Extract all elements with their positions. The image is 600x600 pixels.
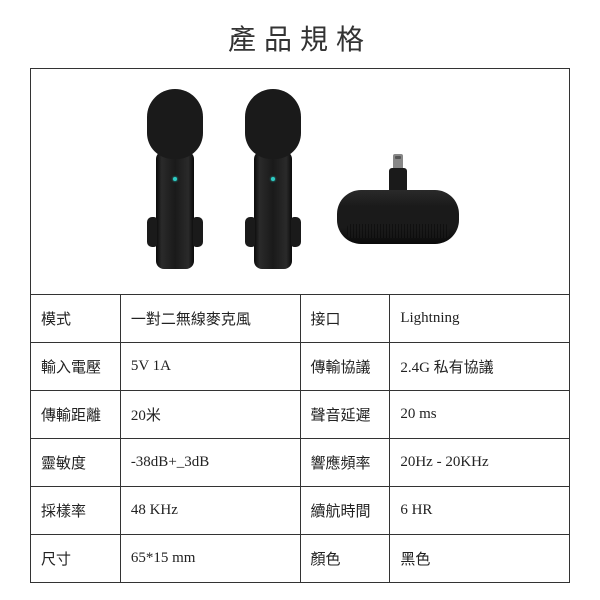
spec-label: 模式 <box>31 295 121 343</box>
spec-value: 65*15 mm <box>120 535 300 583</box>
spec-value: 5V 1A <box>120 343 300 391</box>
spec-label: 靈敏度 <box>31 439 121 487</box>
spec-label: 尺寸 <box>31 535 121 583</box>
spec-value: 20米 <box>120 391 300 439</box>
microphone-icon <box>141 89 209 274</box>
spec-value: 黑色 <box>390 535 570 583</box>
spec-label: 採樣率 <box>31 487 121 535</box>
products-container <box>41 79 559 284</box>
spec-label: 傳輸協議 <box>300 343 390 391</box>
table-row: 靈敏度 -38dB+_3dB 響應頻率 20Hz - 20KHz <box>31 439 570 487</box>
spec-label: 續航時間 <box>300 487 390 535</box>
spec-value: 20 ms <box>390 391 570 439</box>
spec-value: 一對二無線麥克風 <box>120 295 300 343</box>
microphone-icon <box>239 89 307 274</box>
product-image-row <box>31 69 570 295</box>
spec-table: 模式 一對二無線麥克風 接口 Lightning 輸入電壓 5V 1A 傳輸協議… <box>30 68 570 583</box>
spec-value: 2.4G 私有協議 <box>390 343 570 391</box>
table-row: 採樣率 48 KHz 續航時間 6 HR <box>31 487 570 535</box>
receiver-icon <box>337 154 459 244</box>
spec-label: 聲音延遲 <box>300 391 390 439</box>
spec-label: 傳輸距離 <box>31 391 121 439</box>
table-row: 模式 一對二無線麥克風 接口 Lightning <box>31 295 570 343</box>
spec-label: 響應頻率 <box>300 439 390 487</box>
spec-label: 接口 <box>300 295 390 343</box>
spec-value: 6 HR <box>390 487 570 535</box>
spec-value: -38dB+_3dB <box>120 439 300 487</box>
spec-value: 48 KHz <box>120 487 300 535</box>
spec-label: 輸入電壓 <box>31 343 121 391</box>
page-title: 產品規格 <box>228 18 372 58</box>
spec-value: Lightning <box>390 295 570 343</box>
spec-value: 20Hz - 20KHz <box>390 439 570 487</box>
spec-label: 顏色 <box>300 535 390 583</box>
table-row: 傳輸距離 20米 聲音延遲 20 ms <box>31 391 570 439</box>
table-row: 輸入電壓 5V 1A 傳輸協議 2.4G 私有協議 <box>31 343 570 391</box>
table-row: 尺寸 65*15 mm 顏色 黑色 <box>31 535 570 583</box>
product-image-cell <box>31 69 570 295</box>
